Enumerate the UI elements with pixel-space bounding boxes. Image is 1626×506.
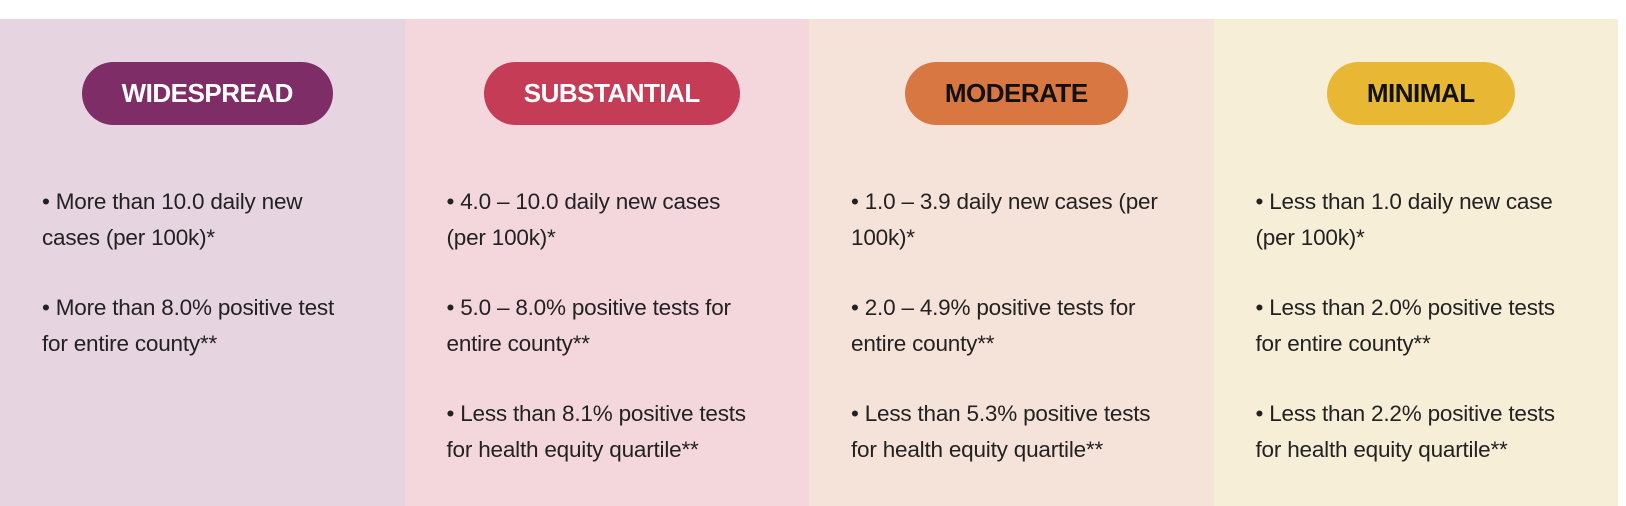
criteria-line: 100k)* xyxy=(851,225,915,250)
criteria-list: • Less than 1.0 daily new case (per 100k)… xyxy=(1256,184,1599,502)
criteria-line: for health equity quartile** xyxy=(851,437,1104,462)
criteria-item: • Less than 5.3% positive tests for healt… xyxy=(851,396,1194,468)
criteria-item: • 5.0 – 8.0% positive tests for entire co… xyxy=(447,290,790,362)
criteria-list: • More than 10.0 daily new cases (per 100… xyxy=(42,184,385,396)
criteria-line: • 2.0 – 4.9% positive tests for xyxy=(851,295,1136,320)
tier-badge[interactable]: MINIMAL xyxy=(1326,62,1515,125)
criteria-list: • 1.0 – 3.9 daily new cases (per 100k)* • … xyxy=(851,184,1194,502)
criteria-line: (per 100k)* xyxy=(446,225,556,250)
criteria-item: • Less than 2.2% positive tests for healt… xyxy=(1256,396,1599,468)
criteria-item: • More than 10.0 daily new cases (per 100… xyxy=(42,184,385,256)
tier-column-substantial: SUBSTANTIAL • 4.0 – 10.0 daily new cases… xyxy=(404,19,810,506)
criteria-line: • 4.0 – 10.0 daily new cases xyxy=(446,189,721,214)
criteria-line: • Less than 2.2% positive tests xyxy=(1255,401,1556,426)
criteria-list: • 4.0 – 10.0 daily new cases (per 100k)* •… xyxy=(447,184,790,502)
pill-row: WIDESPREAD xyxy=(10,62,405,125)
tier-column-minimal: MINIMAL • Less than 1.0 daily new case (p… xyxy=(1213,19,1619,506)
criteria-item: • Less than 2.0% positive tests for entir… xyxy=(1256,290,1599,362)
criteria-line: for health equity quartile** xyxy=(446,437,699,462)
criteria-line: • More than 8.0% positive test xyxy=(42,295,335,320)
tier-badge[interactable]: SUBSTANTIAL xyxy=(483,62,740,125)
criteria-line: • 1.0 – 3.9 daily new cases (per xyxy=(851,189,1158,214)
criteria-line: • Less than 2.0% positive tests xyxy=(1255,295,1556,320)
criteria-line: entire county** xyxy=(851,331,995,356)
criteria-line: • 5.0 – 8.0% positive tests for xyxy=(446,295,732,320)
criteria-line: for entire county** xyxy=(1255,331,1431,356)
pill-row: SUBSTANTIAL xyxy=(415,62,810,125)
criteria-line: • Less than 5.3% positive tests xyxy=(851,401,1151,426)
tier-table: WIDESPREAD • More than 10.0 daily new cas… xyxy=(0,19,1618,506)
tier-column-widespread: WIDESPREAD • More than 10.0 daily new cas… xyxy=(0,19,405,506)
criteria-line: for health equity quartile** xyxy=(1255,437,1508,462)
tier-column-moderate: MODERATE • 1.0 – 3.9 daily new cases (pe… xyxy=(809,19,1214,506)
criteria-line: • Less than 8.1% positive tests xyxy=(446,401,747,426)
tier-badge[interactable]: MODERATE xyxy=(904,62,1128,125)
criteria-item: • More than 8.0% positive test for entire… xyxy=(42,290,385,362)
tier-badge[interactable]: WIDESPREAD xyxy=(81,62,333,125)
criteria-item: • Less than 8.1% positive tests for healt… xyxy=(447,396,790,468)
criteria-item: • 2.0 – 4.9% positive tests for entire co… xyxy=(851,290,1194,362)
criteria-line: for entire county** xyxy=(42,331,218,356)
criteria-item: • 4.0 – 10.0 daily new cases (per 100k)* xyxy=(447,184,790,256)
criteria-line: • Less than 1.0 daily new case xyxy=(1255,189,1553,214)
criteria-line: (per 100k)* xyxy=(1255,225,1365,250)
criteria-item: • 1.0 – 3.9 daily new cases (per 100k)* xyxy=(851,184,1194,256)
criteria-line: cases (per 100k)* xyxy=(42,225,215,250)
criteria-line: entire county** xyxy=(446,331,591,356)
pill-row: MINIMAL xyxy=(1224,62,1619,125)
pill-row: MODERATE xyxy=(819,62,1214,125)
criteria-item: • Less than 1.0 daily new case (per 100k)… xyxy=(1256,184,1599,256)
criteria-line: • More than 10.0 daily new xyxy=(42,189,303,214)
